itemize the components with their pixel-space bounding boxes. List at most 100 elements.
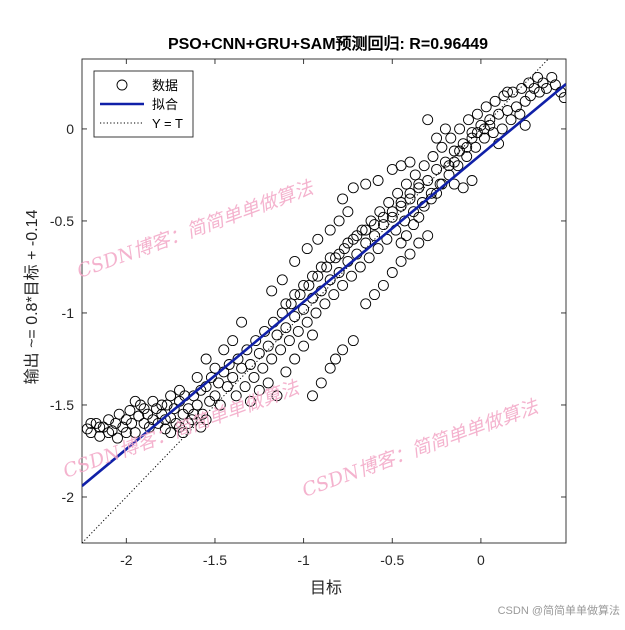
data-point [191, 399, 203, 411]
data-point [400, 230, 412, 242]
data-point [422, 114, 434, 126]
data-point [448, 156, 460, 168]
data-point [312, 233, 324, 245]
y-tick-label: -0.5 [50, 213, 74, 229]
data-point [90, 417, 102, 429]
data-point [360, 237, 372, 249]
fit-line [82, 83, 566, 487]
data-point [480, 101, 492, 113]
data-point [360, 224, 372, 236]
data-point [307, 329, 318, 341]
data-point [110, 417, 122, 429]
data-point [266, 285, 278, 297]
data-point [324, 362, 336, 374]
data-point [471, 127, 483, 139]
data-point [129, 395, 141, 407]
data-point [124, 405, 136, 416]
data-point [310, 307, 322, 319]
data-point [103, 414, 115, 426]
plot-frame [81, 58, 567, 544]
data-point [191, 371, 203, 383]
data-point [147, 395, 159, 407]
data-point [463, 114, 474, 126]
data-point [147, 414, 159, 426]
data-point [200, 414, 212, 426]
data-point [298, 303, 310, 315]
data-point [466, 127, 478, 139]
data-point [333, 267, 345, 278]
data-point [230, 390, 242, 402]
data-point [244, 359, 256, 370]
data-point [330, 353, 341, 365]
data-point [514, 108, 526, 120]
data-point [177, 427, 189, 439]
x-tick-label: -1.5 [203, 552, 227, 568]
data-point [395, 237, 407, 249]
data-point [307, 390, 318, 402]
data-point [159, 423, 171, 435]
data-point [546, 71, 558, 83]
data-point [443, 160, 455, 172]
data-point [346, 270, 357, 282]
y-axis-label: 输出 ~= 0.8*目标 + -0.14 [23, 210, 41, 385]
data-point [471, 108, 483, 120]
data-point [262, 377, 274, 389]
data-point [413, 237, 425, 249]
data-point [324, 274, 336, 286]
legend-entry-label: Y = T [152, 116, 183, 131]
data-point [510, 101, 522, 113]
data-point [271, 329, 283, 341]
data-point [457, 182, 469, 194]
data-point [505, 114, 517, 126]
data-point [236, 316, 248, 328]
data-point [276, 274, 288, 286]
data-point [377, 211, 389, 223]
data-point [333, 248, 345, 260]
data-point [386, 267, 398, 278]
data-point [103, 427, 115, 439]
data-point [168, 403, 180, 415]
data-point [347, 233, 359, 245]
data-point [502, 86, 513, 98]
data-point [454, 145, 466, 157]
data-point [186, 414, 198, 426]
data-point [445, 132, 457, 144]
data-point [253, 384, 265, 396]
x-tick-label: 0 [477, 552, 485, 568]
data-point [209, 390, 221, 402]
data-point [400, 178, 412, 190]
data-point [289, 255, 301, 267]
data-point [253, 347, 265, 359]
data-point [386, 211, 398, 223]
data-point [135, 399, 146, 411]
data-point [516, 82, 528, 94]
data-point [138, 403, 150, 415]
data-point [413, 182, 425, 194]
data-point [427, 151, 439, 162]
y-tick-label: -1 [62, 305, 75, 321]
data-point [466, 175, 478, 186]
data-point [301, 316, 313, 328]
data-point [152, 417, 164, 429]
data-point [280, 322, 292, 334]
data-point [436, 141, 448, 153]
data-point [422, 230, 434, 242]
data-point [174, 384, 185, 396]
data-point [528, 82, 540, 94]
data-point [248, 371, 260, 383]
x-tick-label: -0.5 [380, 552, 404, 568]
data-point [165, 427, 177, 439]
data-point [315, 377, 327, 389]
identity-line [82, 59, 549, 543]
data-point [369, 219, 380, 231]
data-point [324, 224, 336, 236]
data-point [461, 141, 473, 153]
data-point [321, 261, 333, 273]
plot-area [81, 58, 567, 544]
identity-line-group [82, 59, 549, 543]
data-point [301, 243, 313, 255]
footer-watermark: CSDN @简简单单做算法 [498, 603, 620, 617]
data-point [470, 141, 482, 153]
